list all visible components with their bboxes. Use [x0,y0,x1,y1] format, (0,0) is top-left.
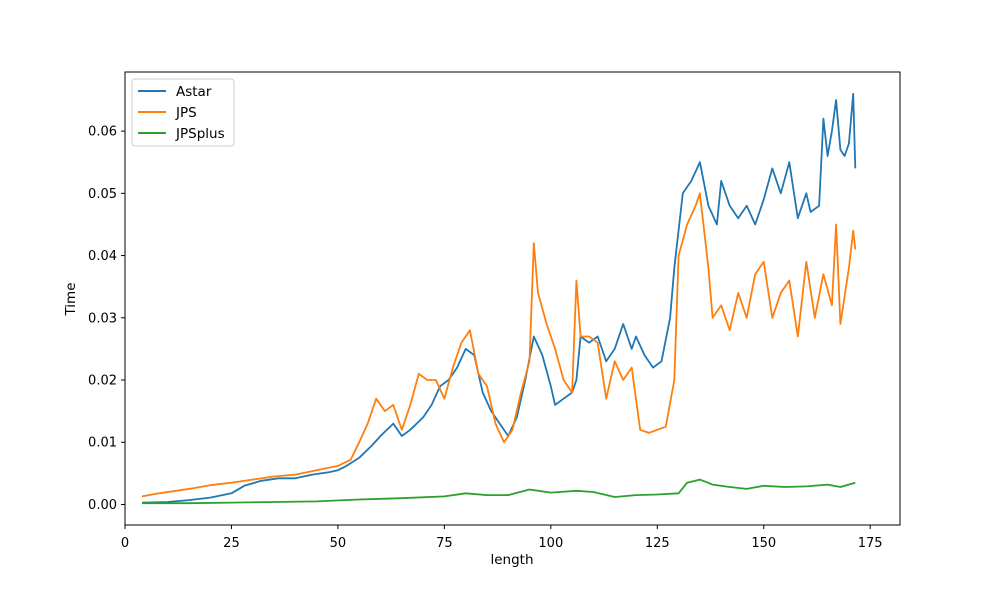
y-tick-label: 0.00 [88,498,117,513]
x-tick-label: 125 [645,536,670,551]
x-tick-label: 50 [330,536,347,551]
x-tick-label: 25 [223,536,240,551]
x-tick-label: 175 [858,536,883,551]
x-axis-label: length [490,552,533,568]
x-axis: 0 25 50 75 100 125 150 175 [121,525,883,551]
legend: Astar JPS JPSplus [131,78,235,147]
legend-label-jps: JPS [175,105,197,121]
y-tick-label: 0.02 [88,374,117,389]
legend-box [131,78,235,147]
legend-label-astar: Astar [176,84,212,100]
y-tick-label: 0.04 [88,249,117,264]
x-tick-label: 75 [436,536,453,551]
y-axis: 0.00 0.01 0.02 0.03 0.04 0.05 0.06 [88,125,125,513]
y-tick-label: 0.05 [88,187,117,202]
y-tick-label: 0.06 [88,125,117,140]
x-tick-label: 150 [751,536,776,551]
x-tick-label: 0 [121,536,129,551]
legend-label-jpsplus: JPSplus [175,126,225,142]
y-tick-label: 0.01 [88,436,117,451]
y-tick-label: 0.03 [88,311,117,326]
series-layer [141,92,857,505]
series-line-jps [141,192,857,498]
series-line-jpsplus [142,478,856,505]
plot-frame [124,71,901,526]
y-axis-label: Time [63,282,79,316]
x-tick-label: 100 [538,536,563,551]
